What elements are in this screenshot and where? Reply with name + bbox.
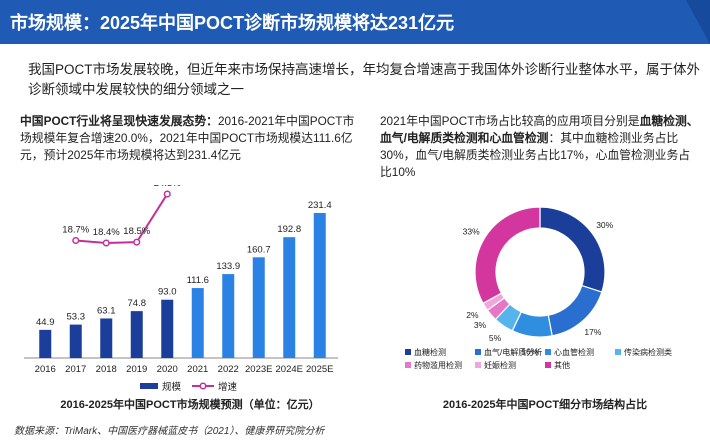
legend-swatch-药物滥用检测 (405, 362, 411, 368)
left-summary-body: 2016-2021年中国POCT市场规模年复合增速20.0%，2021年中国PO… (20, 114, 355, 162)
legend-swatch-心血管检测 (545, 349, 551, 355)
tick-label-2021: 2021 (187, 364, 208, 375)
growth-point-2020 (163, 190, 171, 198)
legend-label-心血管检测: 心血管检测 (554, 347, 594, 357)
legend-swatch-传染病检测类 (615, 349, 621, 355)
legend-label-血糖检测: 血糖检测 (414, 347, 446, 357)
right-summary: 2021年中国POCT市场占比较高的应用项目分别是血糖检测、血气/电解质类检测和… (380, 113, 700, 181)
tick-label-2023E: 2023E (245, 364, 272, 375)
slice-label-药物滥用检测: 3% (474, 320, 487, 330)
bar-2021 (191, 288, 204, 358)
right-summary-p2: ：其中血糖检测业务占比30%，血气/电解质类检测业务占比17%，心血管检测业务占… (380, 131, 691, 179)
segment-donut-chart: 30% 17% 10% 5%3%2% 33% 血糖检测 血气/电解质分析 心血管检测 传染病检测… (405, 206, 672, 370)
legend-label-传染病检测类: 传染病检测类 (624, 347, 672, 357)
bar-2018 (100, 318, 113, 358)
legend-label-妊娠检测: 妊娠检测 (484, 360, 516, 370)
legend-swatch-血糖检测 (405, 349, 411, 355)
legend-swatch-妊娠检测 (475, 362, 481, 368)
bar-2016 (39, 329, 52, 358)
bar-2023E (252, 257, 265, 358)
legend-line-label: 增速 (218, 381, 238, 393)
tick-label-2025E: 2025E (306, 364, 333, 375)
bar-label-2025E: 231.4 (308, 200, 332, 211)
slice-label-血糖检测: 30% (596, 220, 613, 230)
left-summary: 中国POCT行业将呈现快速发展态势：2016-2021年中国POCT市场规模年复… (20, 113, 365, 164)
tick-label-2024E: 2024E (276, 364, 303, 375)
tick-label-2019: 2019 (126, 364, 147, 375)
bar-label-2017: 53.3 (67, 312, 86, 323)
slice-label-传染病检测类: 5% (489, 333, 502, 343)
legend-label-其他: 其他 (554, 360, 570, 370)
legend-swatch-血气/电解质分析 (475, 349, 481, 355)
slice-label-妊娠检测: 2% (466, 310, 479, 320)
bar-label-2016: 44.9 (36, 317, 55, 328)
growth-point-2017 (72, 236, 80, 245)
title-bar: 市场规模：2025年中国POCT诊断市场规模将达231亿元 (0, 0, 710, 44)
growth-label-2020: 24.3% (154, 185, 181, 189)
bar-chart-title: 2016-2025年中国POCT市场规模预测（单位：亿元） (60, 399, 320, 411)
page-title: 市场规模：2025年中国POCT诊断市场规模将达231亿元 (10, 13, 455, 33)
bar-2020 (161, 299, 174, 358)
bar-label-2018: 63.1 (97, 305, 116, 316)
bar-label-2023E: 160.7 (247, 244, 271, 255)
growth-label-2018: 18.4% (93, 227, 120, 238)
market-size-chart: 44.9 2016 53.3 2017 63.1 2018 74.8 2019 93.0 2020… (24, 185, 338, 393)
tick-label-2018: 2018 (96, 364, 117, 375)
bar-2017 (69, 324, 82, 358)
slice-label-其他: 33% (463, 226, 480, 236)
legend-bar-swatch (140, 383, 158, 389)
tick-label-2017: 2017 (65, 364, 86, 375)
growth-point-2018 (102, 239, 110, 247)
right-summary-p1: 2021年中国POCT市场占比较高的应用项目分别是 (380, 114, 640, 128)
legend-swatch-其他 (545, 362, 551, 368)
title-decoration (686, 0, 710, 44)
bar-2025E (313, 213, 326, 358)
bar-label-2019: 74.8 (128, 298, 147, 309)
bar-2024E (283, 237, 296, 358)
tick-label-2016: 2016 (35, 364, 56, 375)
slice-label-心血管检测: 10% (521, 346, 538, 356)
growth-label-2017: 18.7% (62, 225, 89, 236)
left-summary-bold: 中国POCT行业将呈现快速发展态势： (20, 114, 218, 128)
tick-label-2022: 2022 (218, 364, 239, 375)
legend-bar-label: 规模 (162, 381, 182, 393)
growth-point-2019 (133, 238, 141, 246)
bar-label-2021: 111.6 (187, 275, 209, 286)
slice-label-血气/电解质分析: 17% (584, 327, 601, 337)
legend-label-血气/电解质分析: 血气/电解质分析 (484, 347, 542, 357)
bar-label-2022: 133.9 (216, 261, 240, 272)
legend-label-药物滥用检测: 药物滥用检测 (414, 360, 462, 370)
bar-label-2024E: 192.8 (277, 224, 301, 235)
intro-text: 我国POCT市场发展较晚，但近年来市场保持高速增长，年均复合增速高于我国体外诊断… (28, 62, 700, 97)
tick-label-2020: 2020 (157, 364, 178, 375)
legend-line-marker (199, 382, 207, 390)
growth-label-2019: 18.5% (123, 226, 150, 237)
bar-2019 (130, 311, 143, 358)
source-note: 数据来源：TriMark、中国医疗器械蓝皮书（2021）、健康界研究院分析 (14, 426, 325, 437)
right-summary-bold: 血糖检测、血气/电解质类检测和心血管检测 (380, 114, 699, 145)
bar-2022 (222, 274, 235, 358)
growth-line (75, 193, 169, 245)
bar-label-2020: 93.0 (158, 287, 177, 298)
pie-chart-title: 2016-2025年中国POCT细分市场结构占比 (442, 399, 648, 411)
slice-其他 (474, 206, 541, 305)
